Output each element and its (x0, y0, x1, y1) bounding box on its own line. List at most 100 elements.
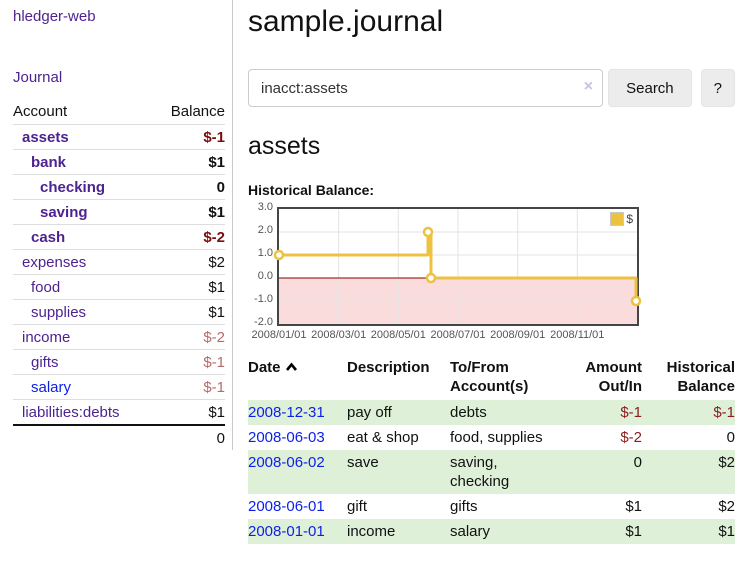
transaction-date-link[interactable]: 2008-06-01 (248, 498, 325, 515)
account-link-supplies[interactable]: supplies (31, 304, 87, 321)
account-balance: 0 (216, 179, 225, 196)
account-link-food[interactable]: food (31, 279, 61, 296)
account-link-liabilities-debts[interactable]: liabilities:debts (22, 404, 120, 421)
transaction-accounts: gifts (450, 498, 478, 515)
account-row: food $1 (13, 274, 225, 300)
x-tick: 2008/01/01 (251, 329, 307, 341)
account-link-salary[interactable]: salary (31, 379, 72, 396)
sort-ascending-icon[interactable] (285, 362, 298, 372)
transaction-amount: $-1 (620, 404, 642, 421)
account-balance: $1 (208, 404, 225, 421)
account-link-expenses[interactable]: expenses (22, 254, 87, 271)
account-balance: $-1 (203, 129, 225, 146)
historical-balance-chart: 3.0 2.0 1.0 0.0 -1.0 -2.0 (248, 200, 735, 342)
transaction-balance: $2 (718, 498, 735, 515)
account-balance: $1 (208, 154, 225, 171)
x-tick: 2008/03/01 (311, 329, 367, 341)
transaction-description: gift (347, 498, 368, 515)
transaction-date-link[interactable]: 2008-06-02 (248, 454, 325, 471)
transaction-amount: 0 (633, 454, 642, 471)
transaction-amount: $1 (625, 523, 642, 540)
account-row: gifts $-1 (13, 349, 225, 375)
account-link-checking[interactable]: checking (40, 179, 106, 196)
y-tick: 0.0 (257, 270, 273, 282)
x-tick: 2008/09/01 (490, 329, 546, 341)
register-header-balance: Historical Balance (666, 359, 735, 395)
transaction-accounts: debts (450, 404, 487, 421)
transaction-description: eat & shop (347, 429, 419, 446)
account-link-bank[interactable]: bank (31, 154, 67, 171)
y-tick: 3.0 (257, 201, 273, 213)
account-row: assets $-1 (13, 125, 225, 150)
transaction-description: income (347, 523, 396, 540)
transaction-date-link[interactable]: 2008-06-03 (248, 429, 325, 446)
transaction-accounts: saving, checking (450, 454, 510, 490)
transaction-balance: $1 (718, 523, 735, 540)
accounts-balance-table: Account Balance assets $-1 bank $1 check… (13, 99, 225, 450)
search-button[interactable]: Search (608, 69, 692, 107)
data-point-marker (425, 272, 437, 284)
account-balance: $2 (208, 254, 225, 271)
account-row: saving $1 (13, 199, 225, 225)
search-input[interactable] (248, 69, 604, 107)
register-row: 2008-06-02 save saving, checking 0 $2 (248, 450, 735, 494)
account-link-cash[interactable]: cash (31, 229, 66, 246)
help-button[interactable]: ? (700, 69, 735, 107)
account-balance: $-2 (203, 329, 225, 346)
accounts-total-value: 0 (216, 430, 225, 447)
transaction-amount: $1 (625, 498, 642, 515)
legend-label: $ (626, 212, 633, 226)
page-title: sample.journal (248, 5, 444, 38)
transaction-date-link[interactable]: 2008-01-01 (248, 523, 325, 540)
page: hledger-web Journal Account Balance asse… (13, 0, 742, 544)
account-row: liabilities:debts $1 (13, 399, 225, 426)
register-header-description: Description (347, 359, 430, 376)
y-tick: 2.0 (257, 224, 273, 236)
chart-canvas (273, 209, 642, 324)
register-row: 2008-06-01 gift gifts $1 $2 (248, 494, 735, 519)
register-header-amount: Amount Out/In (585, 359, 642, 395)
account-link-saving[interactable]: saving (40, 204, 88, 221)
date-header-label: Date (248, 359, 281, 376)
chart-label: Historical Balance: (248, 182, 375, 198)
account-balance: $1 (208, 279, 225, 296)
data-point-marker (422, 226, 434, 238)
x-tick: 2008/07/01 (430, 329, 486, 341)
register-row: 2008-01-01 income salary $1 $1 (248, 519, 735, 544)
x-tick: 2008/11/01 (550, 329, 605, 341)
account-balance: $-1 (203, 379, 225, 396)
account-balance: $1 (208, 304, 225, 321)
main-content: sample.journal × Search ? assets Histori… (233, 0, 742, 544)
transaction-balance: $-1 (713, 404, 735, 421)
transaction-description: pay off (347, 404, 392, 421)
search-form: × Search ? (248, 69, 735, 107)
accounts-header-balance: Balance (153, 99, 225, 125)
register-header-date[interactable]: Date (248, 358, 347, 400)
account-row: bank $1 (13, 149, 225, 175)
transaction-date-link[interactable]: 2008-12-31 (248, 404, 325, 421)
account-row: checking 0 (13, 174, 225, 200)
account-row: supplies $1 (13, 299, 225, 325)
account-link-assets[interactable]: assets (22, 129, 69, 146)
data-point-marker (273, 249, 285, 261)
account-link-income[interactable]: income (22, 329, 71, 346)
section-title: assets (248, 132, 321, 160)
legend-swatch-icon (610, 212, 625, 226)
sidebar-item-journal[interactable]: Journal (13, 69, 63, 86)
app-title-link[interactable]: hledger-web (13, 8, 96, 25)
y-tick: -1.0 (254, 293, 273, 305)
register-table: Date Description To/From Account(s) Amou… (248, 358, 735, 544)
account-balance: $-2 (203, 229, 225, 246)
account-row: expenses $2 (13, 249, 225, 275)
account-balance: $1 (208, 204, 225, 221)
chart-plot-area: $ (273, 207, 642, 326)
chart-legend: $ (610, 212, 633, 226)
register-row: 2008-12-31 pay off debts $-1 $-1 (248, 400, 735, 425)
transaction-amount: $-2 (620, 429, 642, 446)
account-row: cash $-2 (13, 224, 225, 250)
account-link-gifts[interactable]: gifts (31, 354, 59, 371)
clear-search-icon[interactable]: × (583, 78, 594, 95)
account-row: salary $-1 (13, 374, 225, 400)
transaction-accounts: food, supplies (450, 429, 543, 446)
accounts-header-account: Account (13, 99, 154, 125)
